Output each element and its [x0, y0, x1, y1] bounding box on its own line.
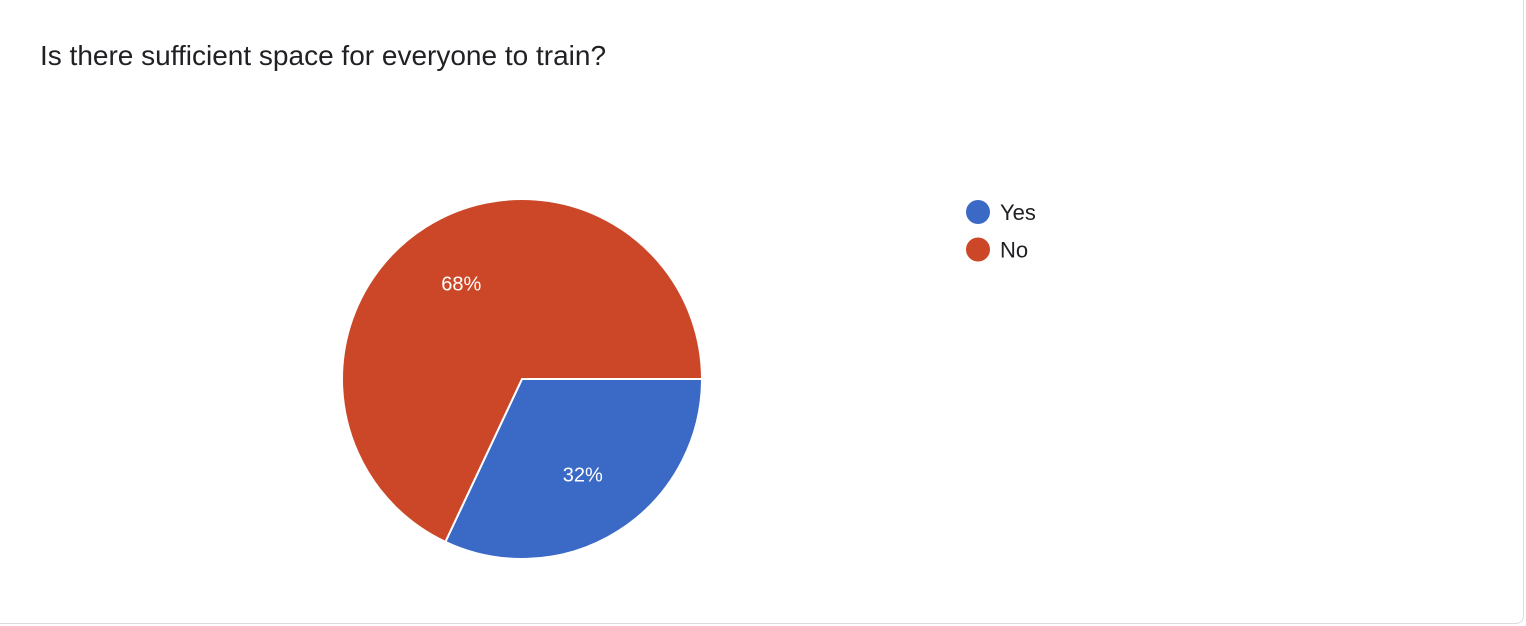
legend-marker-no	[966, 237, 990, 262]
chart-title: Is there sufficient space for everyone t…	[40, 40, 607, 71]
legend-label: No	[1000, 238, 1028, 263]
legend-marker-yes	[966, 200, 990, 224]
slice-label: 68%	[441, 273, 481, 295]
legend-label: Yes	[1000, 200, 1036, 225]
slice-label: 32%	[563, 465, 603, 487]
pie-slice-no	[341, 198, 704, 544]
pie-slice-yes	[444, 378, 704, 560]
